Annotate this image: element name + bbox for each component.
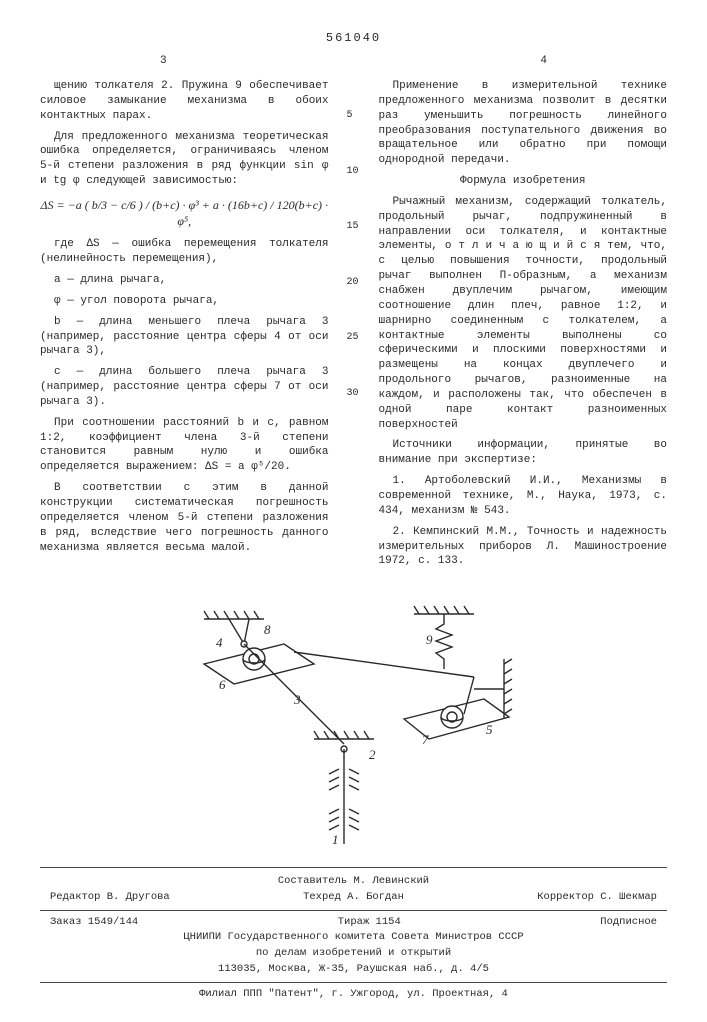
formula: ΔS = −a ( b/3 − c/6 ) / (b+c) · φ³ + a ·… — [40, 197, 329, 229]
right-column: Применение в измерительной технике предл… — [379, 79, 668, 575]
line-number-gutter: 5 10 15 20 25 30 — [347, 79, 361, 575]
org-line-1: ЦНИИПИ Государственного комитета Совета … — [40, 930, 667, 946]
patent-number: 561040 — [40, 30, 667, 46]
para: При соотношении расстояний b и c, равном… — [40, 416, 329, 475]
fig-label-5: 5 — [486, 722, 493, 737]
para: Рычажный механизм, содержащий толкатель,… — [379, 195, 668, 433]
para: b — длина меньшего плеча рычага 3 (напри… — [40, 315, 329, 360]
para: a — длина рычага, — [40, 273, 329, 288]
fig-label-1: 1 — [332, 832, 339, 847]
fig-label-2: 2 — [369, 747, 376, 762]
para: 2. Кемпинский М.М., Точность и надежност… — [379, 525, 668, 570]
techred: Техред А. Богдан — [303, 890, 404, 906]
line-num: 15 — [347, 220, 361, 234]
para: щению толкателя 2. Пружина 9 обеспечивае… — [40, 79, 329, 124]
para: c — длина большего плеча рычага 3 (напри… — [40, 365, 329, 410]
left-column: щению толкателя 2. Пружина 9 обеспечивае… — [40, 79, 329, 575]
editor: Редактор В. Другова — [50, 890, 170, 906]
fig-label-4: 4 — [216, 635, 223, 650]
fig-label-6: 6 — [219, 677, 226, 692]
para: В соответствии с этим в данной конструкц… — [40, 481, 329, 555]
fig-label-8: 8 — [264, 622, 271, 637]
subscription: Подписное — [600, 915, 657, 931]
corrector: Корректор С. Шекмар — [537, 890, 657, 906]
para: Применение в измерительной технике предл… — [379, 79, 668, 168]
line-num: 10 — [347, 165, 361, 179]
filial: Филиал ППП "Патент", г. Ужгород, ул. Про… — [40, 987, 667, 1003]
line-num: 5 — [347, 109, 361, 123]
para: где ΔS — ошибка перемещения толкателя (н… — [40, 237, 329, 267]
imprint-footer: Составитель М. Левинский Редактор В. Дру… — [40, 867, 667, 1002]
fig-label-9: 9 — [426, 632, 433, 647]
line-num: 20 — [347, 276, 361, 290]
order-number: Заказ 1549/144 — [50, 915, 138, 931]
para: 1. Артоболевский И.И., Механизмы в совре… — [379, 474, 668, 519]
text-columns: щению толкателя 2. Пружина 9 обеспечивае… — [40, 79, 667, 575]
page-numbers: 3 4 — [40, 54, 667, 69]
address: 113035, Москва, Ж-35, Раушская наб., д. … — [40, 962, 667, 978]
fig-label-3: 3 — [293, 692, 301, 707]
compiler-line: Составитель М. Левинский — [40, 874, 667, 890]
page-right: 4 — [540, 54, 547, 69]
para: φ — угол поворота рычага, — [40, 294, 329, 309]
org-line-2: по делам изобретений и открытий — [40, 946, 667, 962]
fig-label-7: 7 — [422, 732, 429, 747]
para: Источники информации, принятые во вниман… — [379, 438, 668, 468]
mechanism-diagram: 4 6 8 9 3 5 7 2 1 — [174, 589, 534, 849]
para: Для предложенного механизма теоретическа… — [40, 130, 329, 189]
claims-heading: Формула изобретения — [379, 174, 668, 189]
tiraz: Тираж 1154 — [338, 915, 401, 931]
page-left: 3 — [160, 54, 167, 69]
line-num: 30 — [347, 387, 361, 401]
line-num: 25 — [347, 331, 361, 345]
